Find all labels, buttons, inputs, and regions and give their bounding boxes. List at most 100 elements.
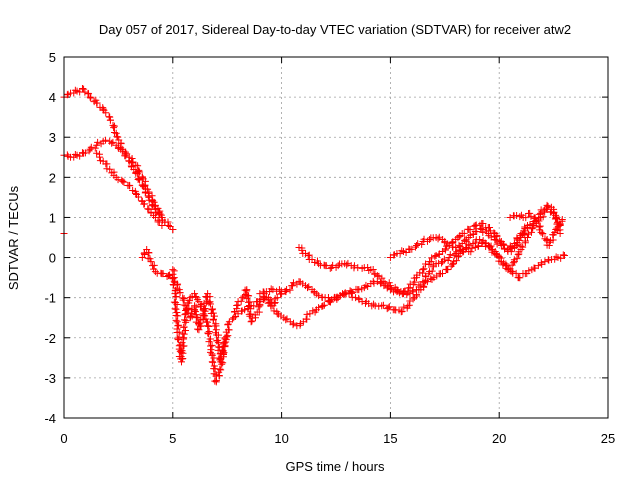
x-tick-label: 10 — [274, 431, 288, 446]
data-point-fill — [126, 182, 134, 190]
data-point — [112, 129, 120, 137]
data-point-fill — [113, 133, 121, 141]
data-point — [275, 286, 283, 294]
data-point-fill — [250, 302, 258, 310]
data-point-fill — [140, 200, 148, 208]
data-point-fill — [526, 221, 534, 229]
data-point-fill — [93, 99, 101, 107]
data-point — [178, 358, 186, 366]
data-point-fill — [414, 240, 422, 248]
data-point — [106, 165, 114, 173]
plot-frame — [63, 56, 609, 419]
data-point-fill — [159, 270, 167, 278]
data-point-fill — [170, 267, 178, 275]
data-point — [175, 286, 183, 294]
data-point-fill — [535, 210, 543, 218]
y-tick-label: 2 — [49, 170, 56, 185]
data-point — [171, 290, 179, 298]
data-point-fill — [142, 188, 150, 196]
data-point-fill — [336, 292, 344, 300]
data-point-fill — [403, 291, 411, 299]
data-point-fill — [513, 235, 521, 243]
data-point-fill — [509, 259, 517, 267]
data-point — [552, 225, 560, 233]
data-point — [556, 229, 564, 237]
data-point-fill — [255, 297, 263, 305]
data-point-fill — [453, 248, 461, 256]
data-point-fill — [206, 348, 214, 356]
data-point — [558, 215, 566, 223]
data-point-fill — [493, 240, 501, 248]
data-point-fill — [110, 124, 118, 132]
data-point-fill — [135, 174, 143, 182]
data-point-fill — [315, 304, 323, 312]
data-point-fill — [385, 303, 393, 311]
y-tick-label: 5 — [49, 50, 56, 65]
data-point-fill — [468, 244, 476, 252]
data-point-fill — [441, 246, 449, 254]
data-point-fill — [78, 85, 86, 93]
data-point-fill — [109, 138, 117, 146]
data-point-fill — [267, 285, 275, 293]
data-point-fill — [114, 176, 122, 184]
data-point-fill — [440, 255, 448, 263]
data-point-fill — [172, 316, 180, 324]
data-point-fill — [369, 265, 377, 273]
series-track-e — [168, 266, 229, 386]
data-point-fill — [219, 347, 227, 355]
data-point-fill — [210, 312, 218, 320]
data-point-fill — [486, 224, 494, 232]
data-point-fill — [180, 301, 188, 309]
data-point-fill — [102, 136, 110, 144]
y-tick-label: -4 — [44, 411, 56, 426]
data-point-fill — [283, 286, 291, 294]
series-track-j — [506, 209, 566, 250]
data-point — [315, 260, 323, 268]
data-point-fill — [110, 122, 118, 130]
data-point-fill — [479, 219, 487, 227]
data-point — [432, 252, 440, 260]
data-point — [86, 93, 94, 101]
series-track-c — [93, 149, 166, 229]
data-point-fill — [479, 228, 487, 236]
data-point — [230, 314, 238, 322]
data-point-fill — [492, 236, 500, 244]
data-point-fill — [299, 280, 307, 288]
data-point-fill — [539, 230, 547, 238]
data-point-fill — [122, 152, 130, 160]
data-point-fill — [355, 286, 363, 294]
data-point-fill — [204, 330, 212, 338]
data-point — [241, 306, 249, 314]
data-point-fill — [171, 305, 179, 313]
data-point-fill — [243, 287, 251, 295]
data-point-fill — [210, 315, 218, 323]
data-point-fill — [282, 316, 290, 324]
data-point-fill — [385, 279, 393, 287]
data-point-fill — [214, 331, 222, 339]
data-point-fill — [516, 213, 524, 221]
data-point — [419, 266, 427, 274]
data-point-fill — [200, 311, 208, 319]
data-point-fill — [467, 248, 475, 256]
data-point-fill — [544, 202, 552, 210]
data-point-fill — [87, 143, 95, 151]
data-point-fill — [173, 301, 181, 309]
data-point — [273, 294, 281, 302]
x-tick-label: 5 — [169, 431, 176, 446]
data-point — [504, 266, 512, 274]
data-point-fill — [536, 222, 544, 230]
y-tick-label: -1 — [44, 291, 56, 306]
data-point-fill — [146, 255, 154, 263]
data-point-fill — [96, 153, 104, 161]
data-point — [138, 181, 146, 189]
data-point-fill — [178, 339, 186, 347]
data-point-fill — [557, 254, 565, 262]
data-point-fill — [512, 269, 520, 277]
data-point-fill — [209, 305, 217, 313]
data-point — [506, 213, 514, 221]
data-point-fill — [342, 290, 350, 298]
data-point-fill — [196, 319, 204, 327]
data-point-fill — [375, 272, 383, 280]
grid-lines — [64, 57, 608, 418]
